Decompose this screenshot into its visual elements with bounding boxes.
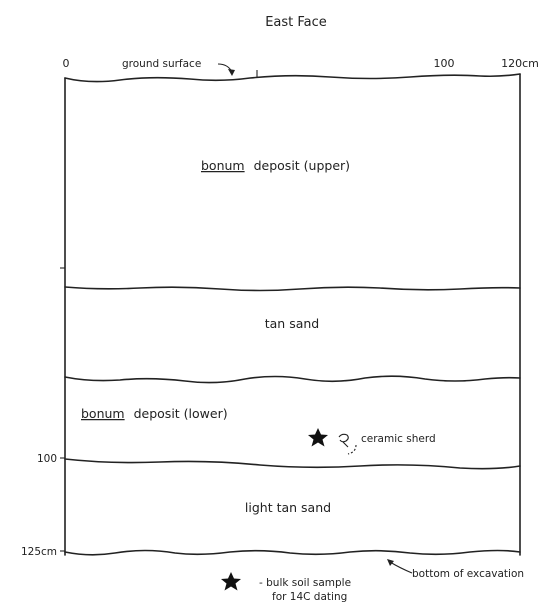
- legend-star-icon: [221, 572, 241, 591]
- scale-label-left: 0: [63, 57, 70, 70]
- scale-label-100: 100: [434, 57, 455, 70]
- bottom-of-excavation-label: bottom of excavation: [412, 568, 524, 580]
- boundary-upper-tan: [64, 286, 521, 292]
- layer-lower-label: bonum deposit (lower): [81, 406, 228, 421]
- ceramic-sherd-label: ceramic sherd: [361, 433, 436, 445]
- bottom-arrow: [389, 561, 413, 574]
- ground-surface-label: ground surface: [122, 58, 201, 70]
- boundary-lower-lighttan: [64, 458, 521, 470]
- ceramic-sherd-icon: [338, 433, 349, 448]
- layer-upper-rest: deposit (upper): [254, 158, 350, 173]
- boundary-tan-lower: [64, 375, 521, 384]
- depth-label-125: 125cm: [21, 546, 57, 558]
- depth-label-100: 100: [37, 453, 57, 465]
- diagram-title: East Face: [265, 15, 327, 30]
- ground-surface-arrowhead: [228, 69, 235, 76]
- scale-label-120: 120cm: [501, 57, 539, 70]
- ceramic-sherd-pointer: [347, 444, 357, 455]
- bottom-arrowhead: [387, 559, 394, 566]
- legend-line-2: for 14C dating: [272, 591, 347, 603]
- bottom-of-excavation-line: [64, 549, 521, 556]
- layer-upper-word: bonum: [201, 158, 245, 173]
- sample-star-icon: [308, 428, 328, 447]
- layer-lower-word: bonum: [81, 406, 125, 421]
- ground-surface-line: [64, 73, 521, 83]
- layer-light-tan-sand-label: light tan sand: [245, 500, 331, 515]
- layer-lower-rest: deposit (lower): [134, 406, 228, 421]
- legend-line-1: - bulk soil sample: [259, 577, 351, 589]
- layer-tan-sand-label: tan sand: [265, 316, 320, 331]
- layer-upper-label: bonum deposit (upper): [201, 158, 350, 173]
